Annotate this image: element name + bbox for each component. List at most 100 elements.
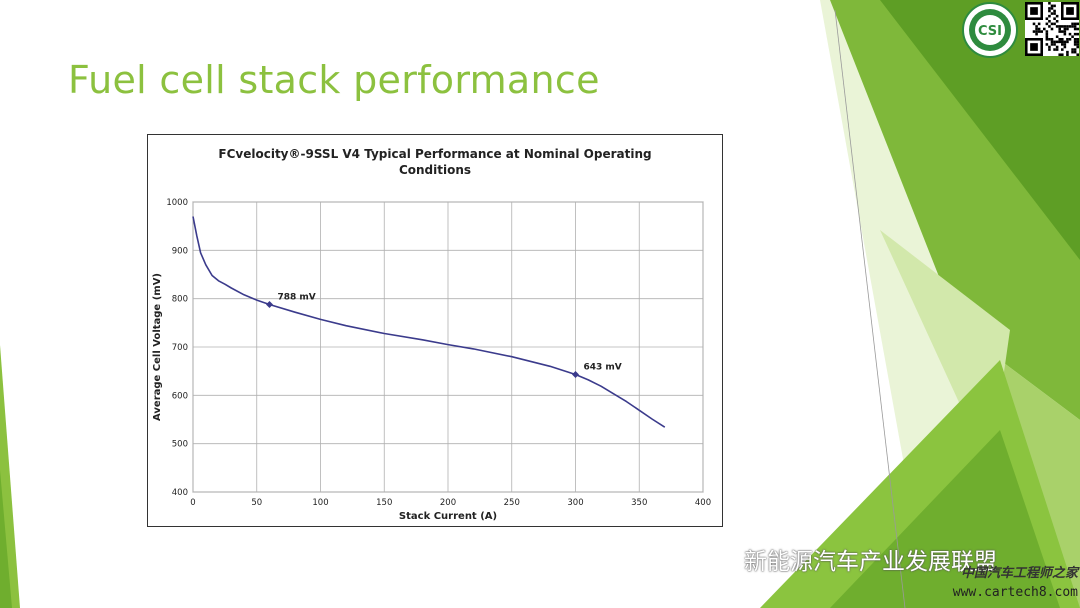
organization-logo: CSI bbox=[962, 2, 1018, 58]
qr-module bbox=[1066, 50, 1069, 54]
qr-module bbox=[1061, 43, 1064, 46]
qr-module bbox=[1035, 25, 1038, 28]
qr-module bbox=[1053, 12, 1056, 15]
qr-module bbox=[1050, 38, 1054, 41]
qr-module bbox=[1050, 40, 1054, 44]
qr-module bbox=[1063, 25, 1067, 28]
qr-module bbox=[1066, 27, 1069, 31]
qr-module bbox=[1037, 22, 1041, 26]
y-tick-label: 1000 bbox=[166, 198, 188, 208]
qr-module bbox=[1061, 40, 1064, 44]
qr-module bbox=[1076, 38, 1079, 41]
qr-module bbox=[1063, 43, 1067, 46]
qr-module bbox=[1053, 17, 1056, 20]
x-tick-label: 100 bbox=[312, 498, 328, 508]
qr-module bbox=[1055, 14, 1059, 18]
data-point-label: 643 mV bbox=[584, 363, 622, 373]
qr-module bbox=[1037, 30, 1041, 33]
x-tick-label: 400 bbox=[695, 498, 711, 508]
qr-module bbox=[1063, 30, 1067, 33]
qr-module bbox=[1061, 48, 1064, 51]
x-tick-label: 200 bbox=[440, 498, 456, 508]
qr-module bbox=[1045, 22, 1049, 26]
qr-module bbox=[1061, 38, 1064, 41]
y-tick-label: 400 bbox=[172, 488, 188, 498]
qr-module bbox=[1076, 40, 1079, 44]
qr-module bbox=[1068, 32, 1072, 36]
qr-module bbox=[1066, 38, 1069, 41]
y-tick-label: 600 bbox=[172, 391, 188, 401]
qr-module bbox=[1050, 12, 1054, 15]
qr-module bbox=[1050, 43, 1054, 46]
qr-module bbox=[1073, 50, 1077, 54]
deco-line bbox=[834, 9, 906, 608]
qr-module bbox=[1048, 20, 1051, 23]
watermark-text: 新能源汽车产业发展联盟 bbox=[744, 549, 997, 575]
qr-module bbox=[1058, 53, 1061, 56]
qr-module bbox=[1073, 22, 1077, 26]
qr-module bbox=[1030, 43, 1038, 51]
qr-module bbox=[1061, 53, 1064, 56]
qr-module bbox=[1071, 50, 1074, 54]
corner-watermark-cn: 中国汽车工程师之家 bbox=[960, 566, 1078, 581]
corner-watermark: 中国汽车工程师之家 www.cartech8.com bbox=[938, 562, 1078, 600]
qr-module bbox=[1048, 2, 1051, 5]
qr-module bbox=[1053, 9, 1056, 13]
qr-module bbox=[1076, 43, 1079, 46]
qr-module bbox=[1048, 38, 1051, 41]
qr-module bbox=[1066, 7, 1074, 15]
qr-module bbox=[1055, 48, 1059, 51]
qr-module bbox=[1055, 45, 1059, 49]
corner-watermark-url: www.cartech8.com bbox=[952, 585, 1078, 600]
chart-frame: FCvelocity®-9SSL V4 Typical Performance … bbox=[147, 134, 723, 527]
qr-module bbox=[1043, 27, 1046, 31]
x-tick-label: 250 bbox=[504, 498, 520, 508]
qr-module bbox=[1030, 7, 1038, 15]
qr-module bbox=[1055, 35, 1059, 38]
qr-module bbox=[1045, 17, 1049, 20]
qr-module bbox=[1073, 40, 1077, 44]
qr-module bbox=[1058, 40, 1061, 44]
x-axis-label: Stack Current (A) bbox=[399, 511, 497, 522]
qr-module bbox=[1048, 7, 1051, 10]
qr-module bbox=[1068, 38, 1072, 41]
chart-title-line-2: Conditions bbox=[398, 163, 472, 177]
qr-module bbox=[1076, 32, 1079, 36]
qr-module bbox=[1055, 40, 1059, 44]
x-tick-label: 0 bbox=[190, 498, 195, 508]
qr-module bbox=[1071, 25, 1074, 28]
qr-module bbox=[1045, 32, 1049, 36]
qr-module bbox=[1073, 48, 1077, 51]
deco-facet-left-dark bbox=[0, 470, 12, 608]
data-point-marker bbox=[572, 371, 579, 379]
qr-module bbox=[1048, 48, 1051, 51]
qr-module bbox=[1045, 30, 1049, 33]
qr-module bbox=[1058, 25, 1061, 28]
qr-module bbox=[1061, 30, 1064, 33]
y-tick-label: 900 bbox=[172, 246, 188, 256]
qr-code bbox=[1025, 2, 1079, 56]
qr-module bbox=[1053, 48, 1056, 51]
qr-module bbox=[1073, 43, 1077, 46]
qr-module bbox=[1063, 45, 1067, 49]
chart-plot: 0 50 100 150 200 250 300 350 400 400 500 600 700 800 9… bbox=[152, 198, 711, 522]
qr-module bbox=[1076, 45, 1079, 49]
qr-module bbox=[1045, 38, 1049, 41]
chart-title: FCvelocity®-9SSL V4 Typical Performance … bbox=[148, 146, 722, 178]
qr-module bbox=[1073, 25, 1077, 28]
qr-module bbox=[1066, 53, 1069, 56]
qr-module bbox=[1048, 45, 1051, 49]
qr-module bbox=[1068, 25, 1072, 28]
y-tick-label: 500 bbox=[172, 440, 188, 450]
qr-module bbox=[1035, 30, 1038, 33]
qr-module bbox=[1076, 53, 1079, 56]
qr-module bbox=[1050, 22, 1054, 26]
qr-module bbox=[1053, 4, 1056, 8]
x-tick-label: 300 bbox=[567, 498, 583, 508]
qr-module bbox=[1053, 40, 1056, 44]
qr-module bbox=[1071, 48, 1074, 51]
qr-module bbox=[1063, 32, 1067, 36]
qr-module bbox=[1061, 25, 1064, 28]
y-axis-label: Average Cell Voltage (mV) bbox=[152, 273, 163, 421]
